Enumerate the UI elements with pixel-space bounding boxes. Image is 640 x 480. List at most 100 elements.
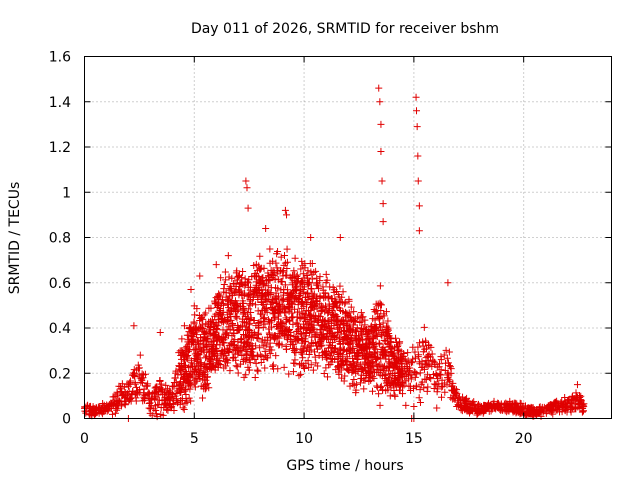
data-point: [333, 312, 341, 320]
data-point: [336, 324, 344, 332]
data-point: [308, 260, 316, 268]
data-point: [321, 289, 329, 297]
data-point: [347, 303, 355, 311]
grid-lines: [84, 56, 612, 419]
data-point: [427, 375, 435, 383]
data-point: [304, 274, 312, 282]
data-point: [402, 401, 410, 409]
data-point: [152, 410, 160, 418]
data-point: [290, 332, 298, 340]
data-point: [379, 200, 387, 208]
data-point: [433, 404, 441, 412]
data-point: [180, 406, 188, 414]
data-point: [222, 352, 230, 360]
y-tick-label: 1.4: [49, 95, 71, 111]
data-point: [286, 317, 294, 325]
data-point: [252, 342, 260, 350]
data-point: [449, 379, 457, 387]
x-tick-label: 10: [295, 431, 313, 447]
data-point: [255, 319, 263, 327]
data-point: [136, 351, 144, 359]
data-point: [443, 354, 451, 362]
data-point: [244, 204, 252, 212]
data-point: [387, 345, 395, 353]
data-point: [178, 335, 186, 343]
data-point: [440, 351, 448, 359]
data-point: [180, 322, 188, 330]
data-point: [423, 387, 431, 395]
data-point: [132, 397, 140, 405]
data-point: [166, 387, 174, 395]
data-point: [223, 355, 231, 363]
data-point: [341, 300, 349, 308]
data-point: [259, 280, 267, 288]
y-tick-label: 1.6: [49, 50, 71, 66]
data-point: [444, 279, 452, 287]
plot-frame: [84, 56, 612, 419]
data-point: [416, 339, 424, 347]
data-point: [414, 343, 422, 351]
data-point: [252, 301, 260, 309]
data-point: [139, 379, 147, 387]
data-point: [234, 272, 242, 280]
data-point: [292, 279, 300, 287]
data-point: [215, 356, 223, 364]
data-point: [225, 349, 233, 357]
data-point: [414, 177, 422, 185]
data-point: [199, 325, 207, 333]
data-point: [343, 335, 351, 343]
data-point: [207, 356, 215, 364]
data-point: [214, 319, 222, 327]
data-point: [226, 325, 234, 333]
data-point: [191, 376, 199, 384]
data-point: [415, 227, 423, 235]
data-point: [307, 234, 315, 241]
data-point: [307, 317, 315, 325]
data-point: [217, 274, 225, 282]
data-point: [379, 319, 387, 327]
data-point: [162, 381, 170, 389]
data-point: [241, 282, 249, 290]
data-point: [411, 373, 419, 381]
data-point: [262, 341, 270, 349]
data-point: [436, 370, 444, 378]
data-point: [400, 381, 408, 389]
data-point: [253, 366, 261, 374]
chart-title: Day 011 of 2026, SRMTID for receiver bsh…: [191, 21, 499, 37]
data-point: [233, 314, 241, 322]
data-point: [156, 376, 164, 384]
data-point: [230, 330, 238, 338]
y-tick-labels: 0 0.2 0.4 0.6 0.8 1 1.2 1.4 1.6: [49, 50, 71, 428]
y-tick-label: 1.2: [49, 140, 71, 156]
data-point: [287, 328, 295, 336]
data-point: [314, 362, 322, 370]
data-point: [185, 364, 193, 372]
data-point: [193, 326, 201, 334]
data-point: [438, 393, 446, 401]
x-axis-label: GPS time / hours: [286, 458, 403, 474]
data-point: [224, 347, 232, 355]
y-tick-label: 0.6: [49, 276, 71, 292]
data-point: [183, 353, 191, 361]
data-point: [317, 342, 325, 350]
data-point: [335, 370, 343, 378]
data-point: [377, 120, 385, 128]
data-point: [227, 285, 235, 293]
y-tick-label: 0.4: [49, 321, 71, 337]
data-point: [296, 361, 304, 369]
data-point: [410, 403, 418, 411]
data-point: [285, 370, 293, 378]
data-point: [375, 390, 383, 398]
data-point: [238, 351, 246, 359]
data-point: [324, 309, 332, 317]
data-point: [246, 283, 254, 291]
data-point: [239, 267, 247, 275]
data-point: [316, 292, 324, 300]
data-point: [302, 330, 310, 338]
data-point: [156, 329, 164, 337]
data-point: [245, 366, 253, 374]
data-point: [298, 350, 306, 358]
data-point: [305, 279, 313, 287]
data-point: [328, 306, 336, 314]
